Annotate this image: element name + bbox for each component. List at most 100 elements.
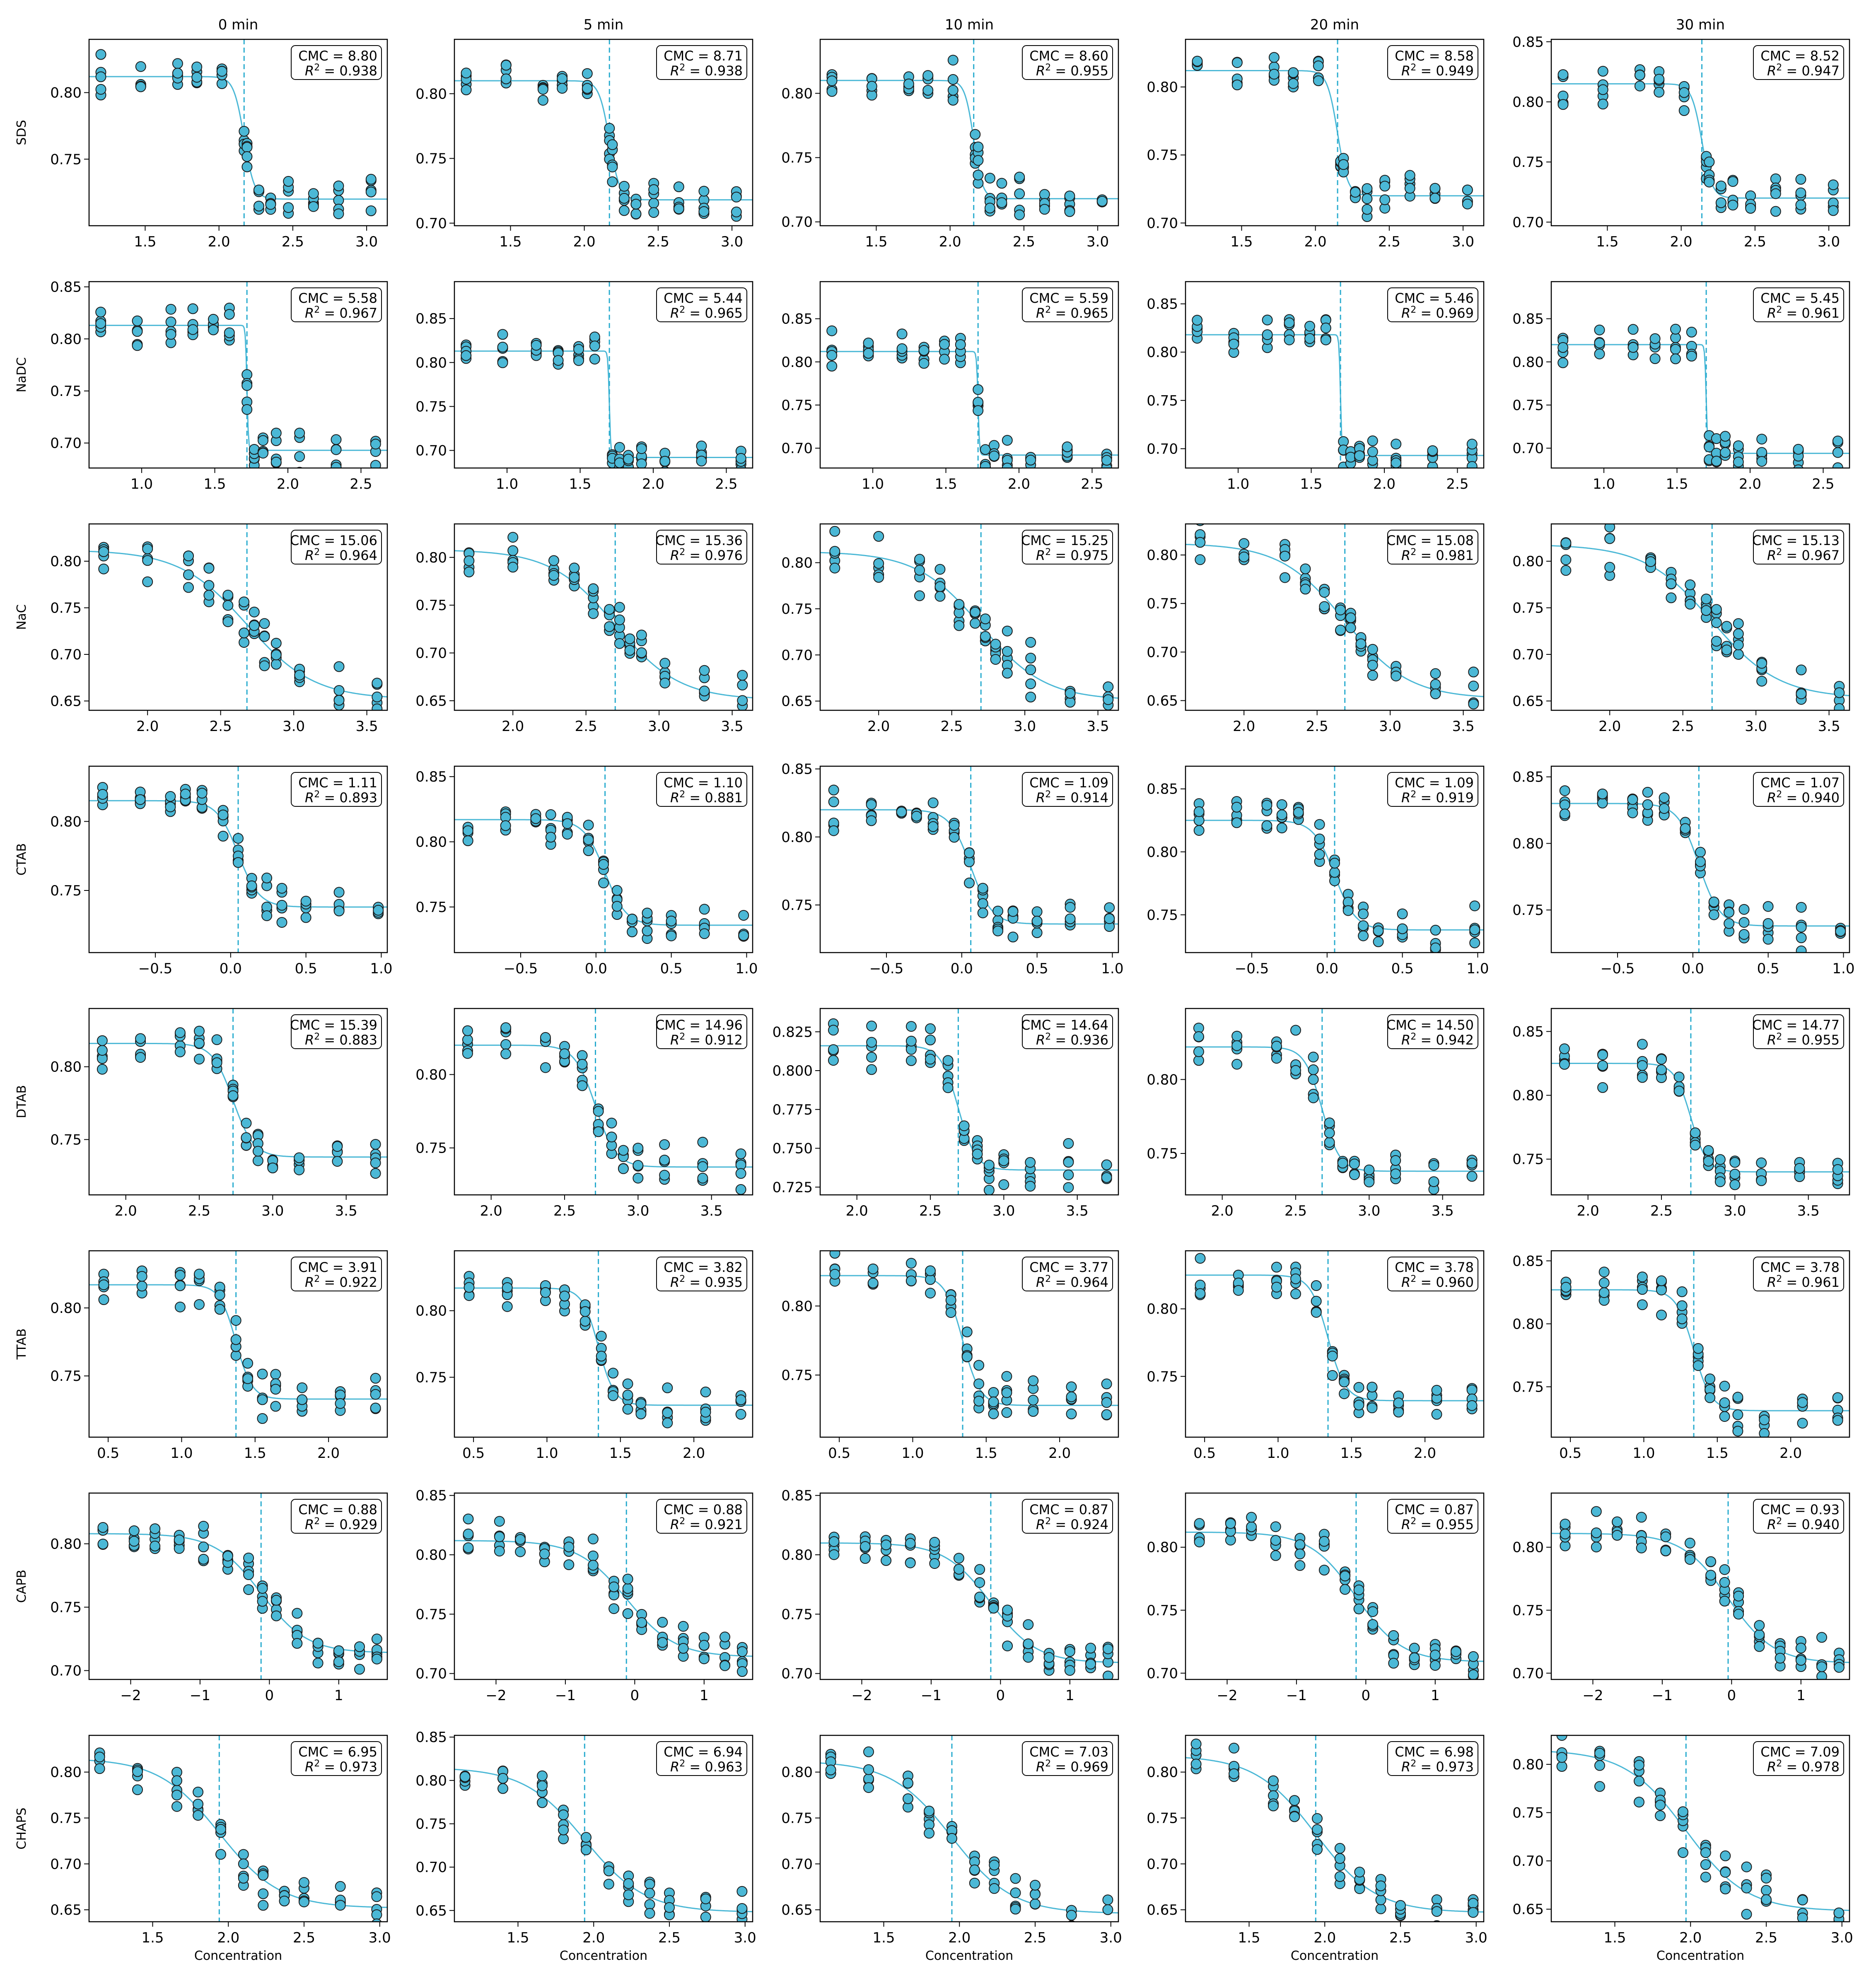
data-point: [607, 139, 618, 150]
data-point: [922, 85, 934, 96]
data-point: [1065, 697, 1076, 708]
r2-value: R2 = 0.975: [1036, 547, 1108, 563]
data-point: [1656, 1284, 1667, 1296]
cmc-value: CMC = 14.96: [655, 1017, 743, 1033]
data-point: [300, 912, 311, 923]
data-point: [988, 1396, 999, 1407]
data-point: [973, 384, 984, 395]
data-point: [1832, 435, 1843, 446]
y-tick-label: 0.70: [1147, 1665, 1178, 1682]
data-point: [1375, 1894, 1386, 1906]
data-point: [1001, 1407, 1012, 1418]
data-point: [1557, 357, 1569, 368]
data-point: [1367, 1382, 1378, 1393]
y-tick-label: 0.65: [1147, 1902, 1178, 1918]
y-tick-label: 0.80: [50, 1059, 82, 1076]
axes-frame: [819, 1492, 1119, 1680]
data-point: [94, 1752, 105, 1763]
data-point: [648, 198, 659, 209]
annotation-box: [1022, 1741, 1113, 1776]
plot-area: [820, 1493, 1118, 1679]
data-point: [1636, 1542, 1647, 1554]
data-point: [636, 630, 647, 641]
data-point: [1715, 181, 1726, 191]
data-point: [673, 181, 684, 192]
axes-frame: [88, 1735, 388, 1923]
data-point: [593, 1126, 604, 1137]
x-tick-label: 2.0: [277, 476, 299, 492]
data-point: [1796, 932, 1807, 943]
data-point: [977, 883, 988, 894]
annotation-box: [656, 772, 747, 807]
annotation-box: [1753, 45, 1844, 80]
r2-value: R2 = 0.936: [1036, 1032, 1108, 1048]
data-point: [1025, 678, 1036, 690]
data-point: [989, 1860, 1000, 1871]
data-point: [736, 1666, 748, 1677]
data-point: [537, 1770, 548, 1781]
axes-frame: [88, 1008, 388, 1196]
data-point: [241, 1117, 252, 1129]
data-point: [622, 1573, 633, 1585]
data-point: [860, 1553, 871, 1564]
x-tick-label: 1.0: [1101, 960, 1123, 977]
data-point: [873, 531, 884, 542]
data-point: [1261, 820, 1272, 831]
annotation-box: [1753, 287, 1844, 322]
data-point: [463, 1528, 474, 1539]
cmc-value: CMC = 6.94: [664, 1744, 743, 1760]
data-point: [1560, 1528, 1571, 1539]
data-point: [1085, 1643, 1096, 1654]
data-point: [1339, 1376, 1350, 1387]
data-point: [1025, 664, 1036, 676]
data-point: [983, 1160, 995, 1170]
data-point: [300, 895, 311, 907]
data-point: [611, 901, 623, 912]
data-point: [648, 207, 659, 218]
data-point: [1294, 1539, 1306, 1550]
data-point: [1367, 670, 1378, 681]
data-point: [1655, 1800, 1666, 1811]
data-point: [258, 1870, 269, 1881]
data-point: [203, 590, 215, 601]
data-point: [294, 1152, 305, 1163]
plot-area: [820, 1008, 1118, 1195]
data-point: [1276, 809, 1287, 820]
x-tick-label: 1.5: [934, 476, 957, 492]
data-point: [1597, 1060, 1608, 1071]
data-point: [1308, 1052, 1319, 1063]
y-tick-label: 0.80: [415, 355, 447, 371]
data-point: [1754, 1641, 1765, 1652]
data-point: [1686, 326, 1697, 338]
data-point: [699, 904, 710, 915]
fit-curve: [1186, 1757, 1484, 1913]
y-tick-label: 0.70: [1512, 647, 1544, 663]
data-point: [1700, 1847, 1711, 1858]
data-point: [611, 885, 623, 896]
data-point: [596, 1351, 607, 1362]
data-point: [914, 554, 925, 565]
axes-frame: [819, 1008, 1119, 1196]
data-point: [537, 1797, 548, 1808]
x-tick-label: 2.5: [941, 718, 963, 735]
data-point: [370, 1373, 381, 1384]
data-point: [614, 638, 625, 649]
data-point: [98, 1294, 109, 1305]
cmc-value: CMC = 1.09: [1029, 775, 1108, 791]
data-point: [1324, 1137, 1335, 1148]
data-point: [270, 1384, 281, 1395]
data-point: [1727, 176, 1738, 187]
data-point: [587, 1550, 599, 1561]
plot-area: [454, 1493, 753, 1679]
data-point: [1634, 1776, 1644, 1787]
cmc-value: CMC = 14.64: [1021, 1017, 1108, 1033]
data-point: [1733, 456, 1744, 468]
y-tick-label: 0.825: [773, 1024, 813, 1040]
r2-value: R2 = 0.978: [1767, 1759, 1840, 1775]
data-point: [1656, 1310, 1667, 1321]
data-point: [230, 1315, 241, 1326]
cmc-value: CMC = 8.58: [1395, 48, 1474, 64]
data-point: [1642, 787, 1653, 798]
data-point: [657, 1616, 668, 1628]
